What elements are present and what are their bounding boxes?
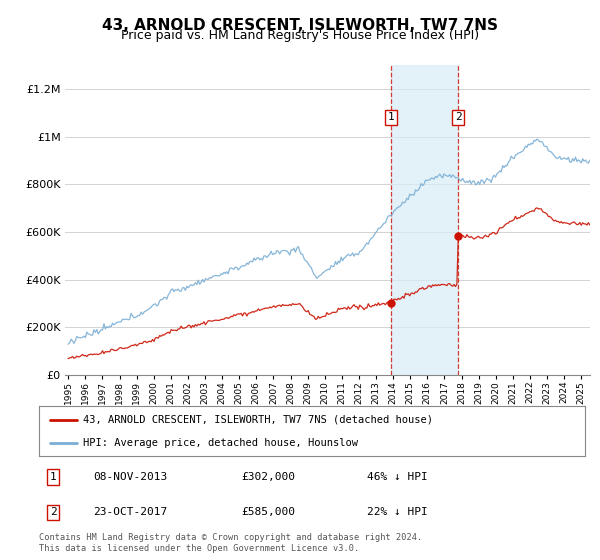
Text: 2: 2 [455, 113, 461, 123]
Text: 23-OCT-2017: 23-OCT-2017 [94, 507, 168, 517]
Text: Price paid vs. HM Land Registry's House Price Index (HPI): Price paid vs. HM Land Registry's House … [121, 29, 479, 42]
Text: 1: 1 [388, 113, 394, 123]
Text: £585,000: £585,000 [241, 507, 295, 517]
Text: 1: 1 [50, 472, 56, 482]
Text: 22% ↓ HPI: 22% ↓ HPI [367, 507, 427, 517]
Text: 46% ↓ HPI: 46% ↓ HPI [367, 472, 427, 482]
Text: 2: 2 [50, 507, 56, 517]
Text: 08-NOV-2013: 08-NOV-2013 [94, 472, 168, 482]
Text: 43, ARNOLD CRESCENT, ISLEWORTH, TW7 7NS: 43, ARNOLD CRESCENT, ISLEWORTH, TW7 7NS [102, 18, 498, 33]
Text: Contains HM Land Registry data © Crown copyright and database right 2024.
This d: Contains HM Land Registry data © Crown c… [39, 533, 422, 553]
Text: £302,000: £302,000 [241, 472, 295, 482]
Text: HPI: Average price, detached house, Hounslow: HPI: Average price, detached house, Houn… [83, 438, 358, 448]
Text: 43, ARNOLD CRESCENT, ISLEWORTH, TW7 7NS (detached house): 43, ARNOLD CRESCENT, ISLEWORTH, TW7 7NS … [83, 414, 433, 424]
Bar [391, 65, 458, 375]
